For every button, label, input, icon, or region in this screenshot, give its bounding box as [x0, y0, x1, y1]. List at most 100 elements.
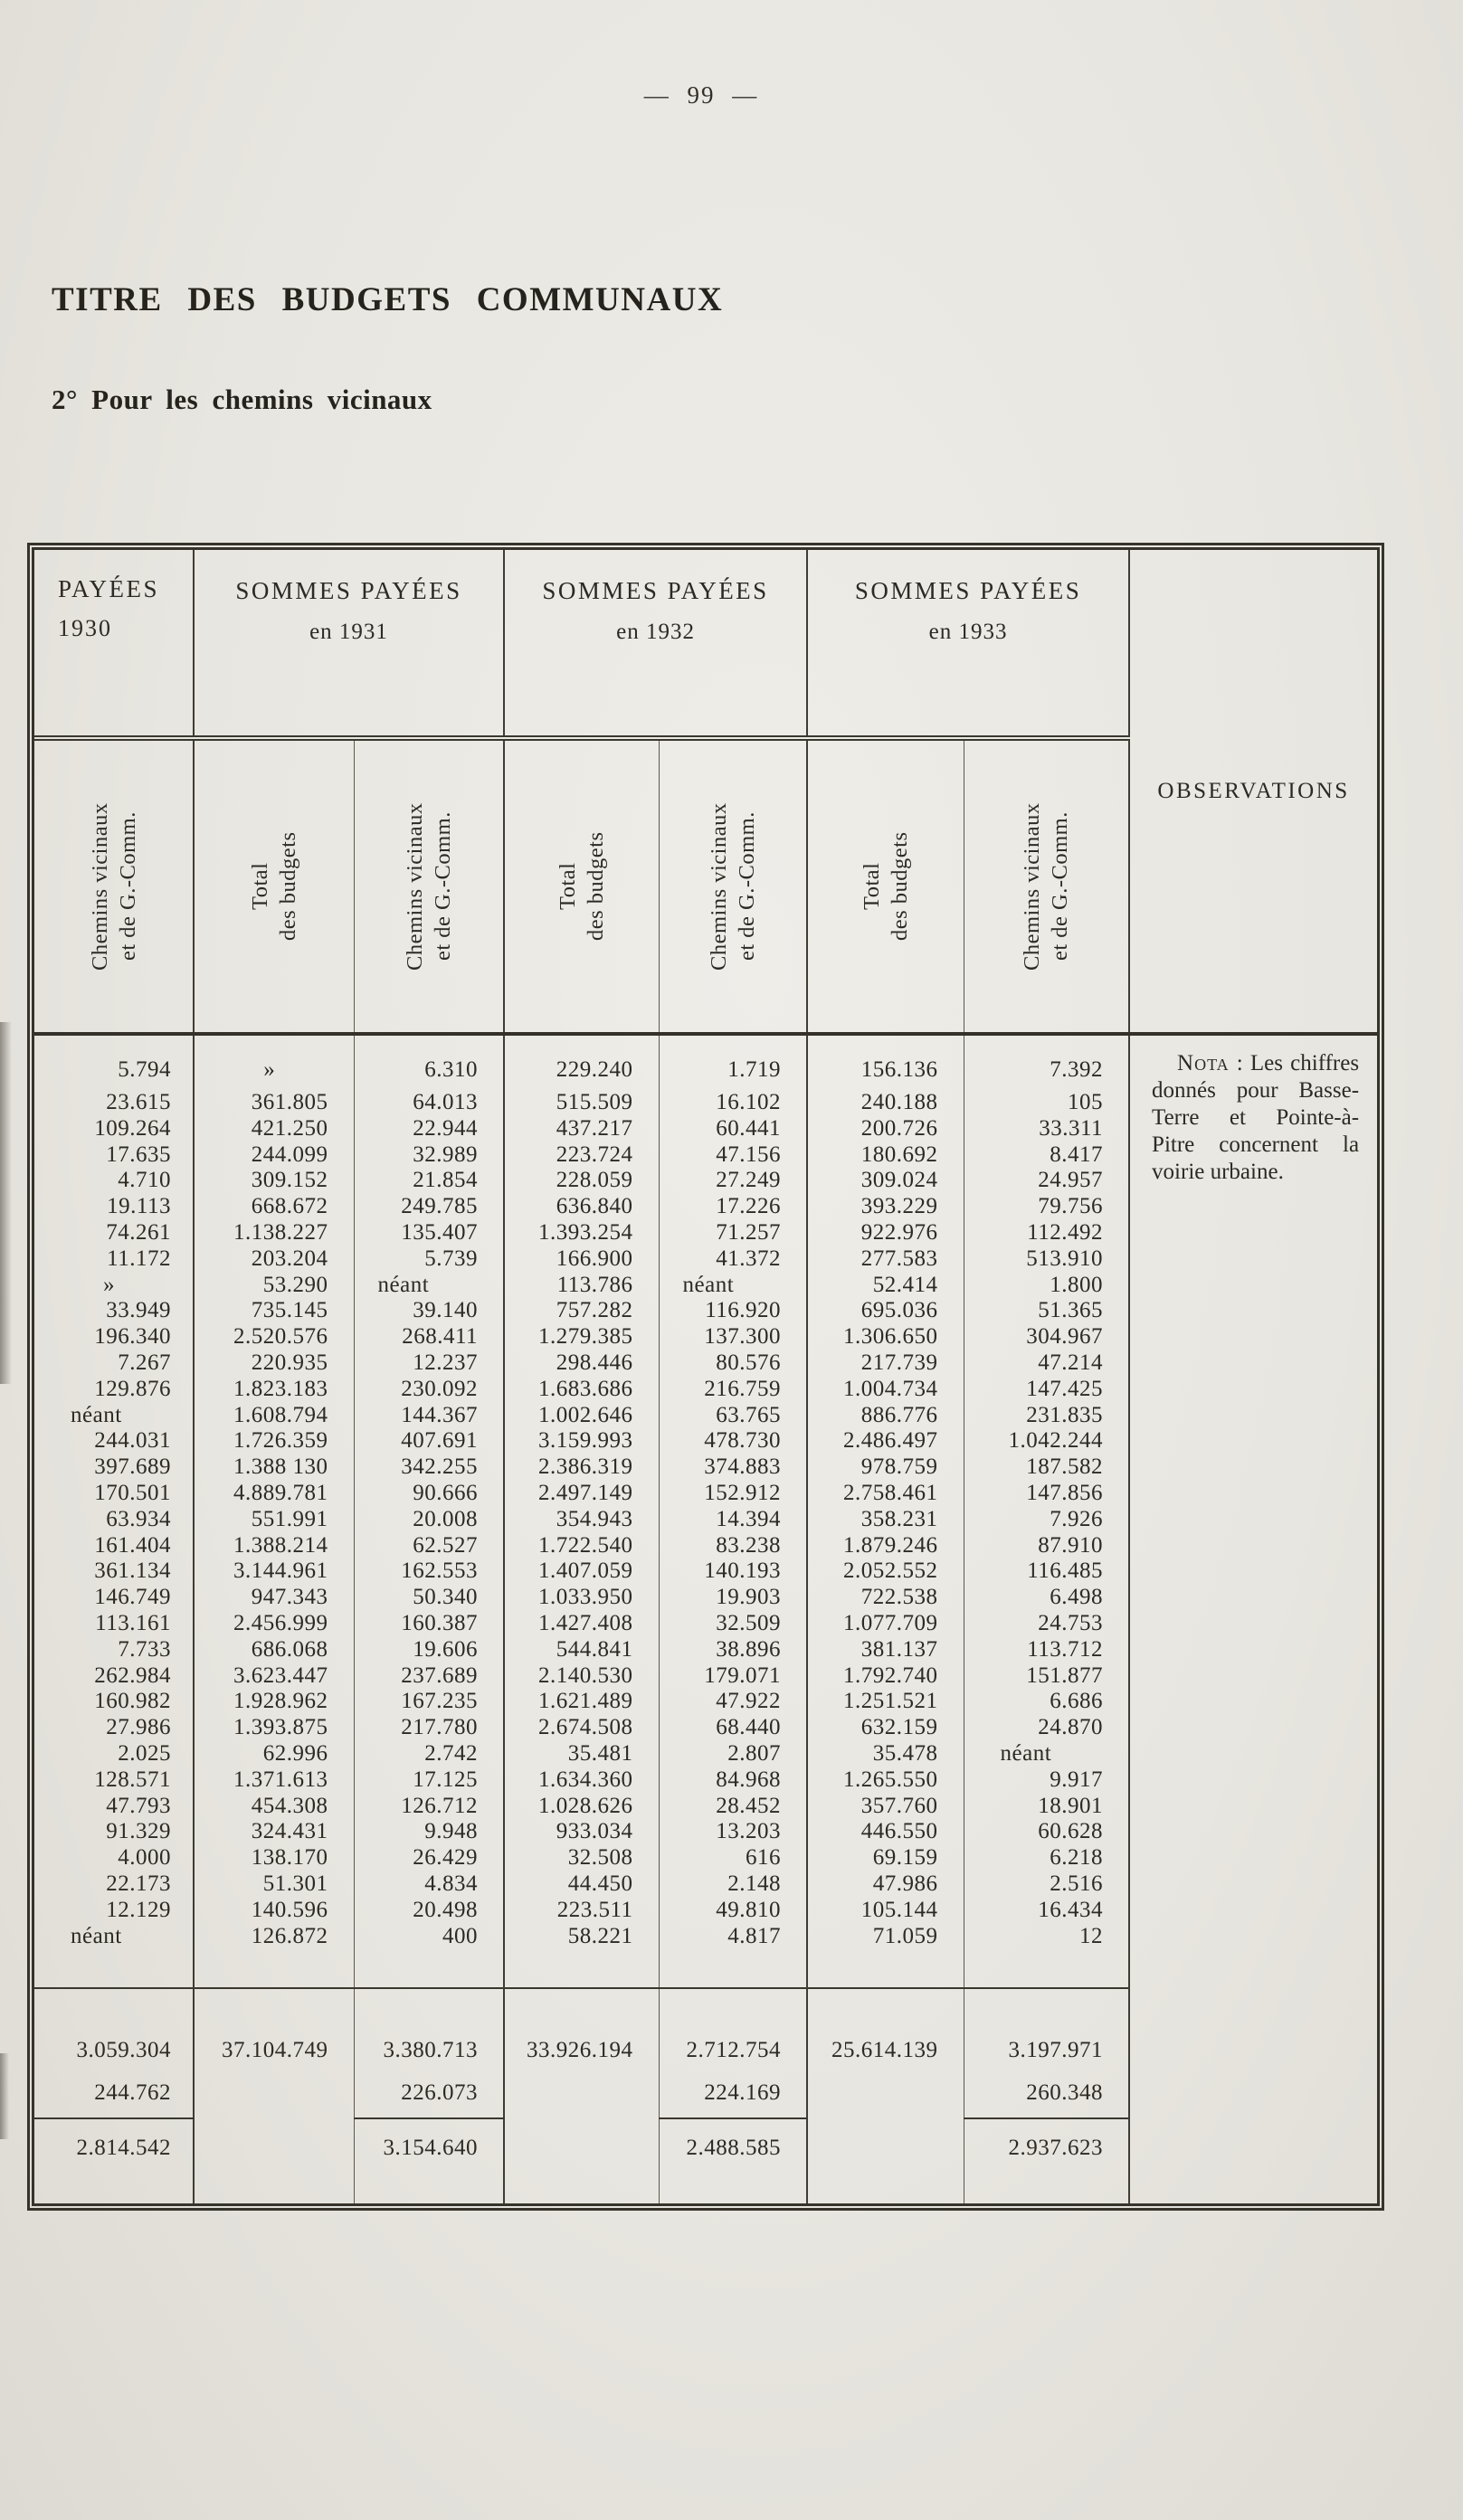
- cell-r33-c6: 105.144: [806, 1897, 964, 1924]
- table-row: 27.986 1.393.875 217.780 2.674.508 68.440 632…: [34, 1715, 1377, 1741]
- cell-r19-c5: 83.238: [658, 1532, 808, 1559]
- table-row: 397.689 1.388 130 342.255 2.386.319 374.883 9…: [34, 1454, 1377, 1481]
- cell-r14-c1: néant: [71, 1402, 122, 1427]
- cell-r2-c7: 105: [963, 1090, 1130, 1116]
- table-totals: 3.059.304 37.104.749 3.380.713 33.926.194 2.…: [34, 1987, 1378, 2203]
- table-row: 33.949 735.145 39.140 757.282 116.920 695.036…: [34, 1298, 1377, 1325]
- cell-r29-c3: 126.712: [353, 1793, 505, 1820]
- cell-r11-c4: 1.279.385: [503, 1324, 660, 1350]
- cell-r34-c5: 4.817: [658, 1923, 808, 1989]
- cell-r32-c5: 2.148: [658, 1871, 808, 1898]
- cell-r19-c3: 62.527: [353, 1532, 505, 1559]
- table-body: 5.794» 6.310 229.240 1.719 156.136 7.392 Nota …: [34, 1034, 1378, 1989]
- res-row: 2.814.542 3.154.640 2.488.585 2.937.623: [34, 2117, 1377, 2203]
- cell-r34-c1: néant: [71, 1923, 122, 1948]
- cell-r22-c6: 1.077.709: [806, 1610, 964, 1637]
- cell-r27-c5: 2.807: [658, 1740, 808, 1767]
- cell-r34-c7: 12: [963, 1923, 1130, 1989]
- cell-r20-c2: 3.144.961: [193, 1558, 354, 1586]
- cell-r7-c3: 135.407: [353, 1219, 505, 1246]
- cell-r4-c7: 8.417: [963, 1142, 1130, 1169]
- cell-r21-c7: 6.498: [963, 1585, 1130, 1611]
- cell-r15-c1: 244.031: [94, 1428, 171, 1454]
- cell-r20-c6: 2.052.552: [806, 1558, 964, 1586]
- subheader-total-1932: Total des budgets: [503, 738, 660, 1036]
- rotated-label: Chemins vicinaux et de G.-Comm.: [87, 802, 140, 971]
- ded-row: 244.762 226.073 224.169 260.348: [34, 2080, 1377, 2119]
- cell-r2-c4: 515.509: [503, 1090, 660, 1116]
- cell-r4-c6: 180.692: [806, 1142, 964, 1169]
- cell-r13-c3: 230.092: [353, 1376, 505, 1403]
- cell-r16-c1: 397.689: [94, 1454, 171, 1480]
- table-row: 262.984 3.623.447 237.689 2.140.530 179.071 1…: [34, 1663, 1377, 1690]
- cell-r29-c4: 1.028.626: [503, 1793, 660, 1820]
- total-sum-c7: 3.197.971: [963, 1987, 1130, 2081]
- table-row: 91.329 324.431 9.948 933.034 13.203 446.550 60…: [34, 1819, 1377, 1846]
- cell-r14-c5: 63.765: [658, 1402, 808, 1429]
- cell-r16-c7: 187.582: [963, 1454, 1130, 1481]
- cell-r9-c6: 52.414: [806, 1272, 964, 1299]
- cell-r7-c7: 112.492: [963, 1219, 1130, 1246]
- cell-r9-c5: néant: [658, 1272, 808, 1299]
- cell-r5-c5: 27.249: [658, 1168, 808, 1195]
- cell-r23-c2: 686.068: [193, 1636, 354, 1663]
- cell-r17-c7: 147.856: [963, 1480, 1130, 1507]
- cell-r24-c4: 2.140.530: [503, 1663, 660, 1690]
- cell-r25-c7: 6.686: [963, 1689, 1130, 1716]
- cell-r2-c2: 361.805: [193, 1090, 354, 1116]
- cell-r27-c6: 35.478: [806, 1740, 964, 1767]
- col-group-payees-1930: PAYÉES 1930: [34, 550, 194, 741]
- cell-r3-c6: 200.726: [806, 1115, 964, 1142]
- cell-r22-c1: 113.161: [95, 1610, 171, 1635]
- cell-r3-c2: 421.250: [193, 1115, 354, 1142]
- table-row: 161.404 1.388.214 62.527 1.722.540 83.238 1.8…: [34, 1532, 1377, 1559]
- cell-r11-c2: 2.520.576: [193, 1324, 354, 1350]
- cell-r12-c7: 47.214: [963, 1350, 1130, 1377]
- subheader-total-1931: Total des budgets: [193, 738, 354, 1036]
- cell-r1-c2: »: [193, 1034, 354, 1090]
- cell-r27-c1: 2.025: [118, 1740, 171, 1766]
- cell-r6-c1: 19.113: [107, 1194, 171, 1219]
- nota-line: Nota : Les chiffres: [1177, 1051, 1360, 1075]
- cell-r24-c3: 237.689: [353, 1663, 505, 1690]
- cell-r13-c1: 129.876: [94, 1376, 171, 1401]
- total-sum-c3: 3.380.713: [353, 1987, 505, 2081]
- cell-r24-c1: 262.984: [94, 1663, 171, 1688]
- cell-r29-c6: 357.760: [806, 1793, 964, 1820]
- cell-r26-c2: 1.393.875: [193, 1715, 354, 1741]
- page-number: — 99 —: [643, 81, 759, 109]
- totals-observations-cell: [1128, 1988, 1378, 2203]
- cell-r25-c1: 160.982: [94, 1689, 171, 1714]
- table-row: 196.340 2.520.576 268.411 1.279.385 137.300 1…: [34, 1324, 1377, 1350]
- table-row: 361.134 3.144.961 162.553 1.407.059 140.193 2…: [34, 1558, 1377, 1586]
- cell-r25-c4: 1.621.489: [503, 1689, 660, 1716]
- cell-r30-c5: 13.203: [658, 1819, 808, 1846]
- cell-r21-c5: 19.903: [658, 1585, 808, 1611]
- cell-r5-c2: 309.152: [193, 1168, 354, 1195]
- cell-r30-c3: 9.948: [353, 1819, 505, 1846]
- cell-r21-c3: 50.340: [353, 1585, 505, 1611]
- cell-r7-c4: 1.393.254: [503, 1219, 660, 1246]
- nota-text: Nota : Les chiffres donnés pour Basse- Ter…: [1152, 1050, 1359, 1186]
- cell-r10-c3: 39.140: [353, 1298, 505, 1325]
- cell-r31-c6: 69.159: [806, 1845, 964, 1871]
- cell-r22-c4: 1.427.408: [503, 1610, 660, 1637]
- cell-r25-c2: 1.928.962: [193, 1689, 354, 1716]
- cell-r17-c5: 152.912: [658, 1480, 808, 1507]
- group-header-row: PAYÉES 1930 SOMMES PAYÉES en 1931 SOMMES…: [34, 550, 1378, 1036]
- total-deduction-c6: [806, 2080, 964, 2118]
- cell-r11-c1: 196.340: [94, 1324, 171, 1350]
- cell-r6-c7: 79.756: [963, 1194, 1130, 1220]
- total-deduction-c5: 224.169: [658, 2080, 808, 2119]
- cell-r8-c2: 203.204: [193, 1246, 354, 1273]
- cell-r10-c2: 735.145: [193, 1298, 354, 1325]
- total-sum-c5: 2.712.754: [658, 1987, 808, 2081]
- table-row: 19.113 668.672 249.785 636.840 17.226 393.229…: [34, 1194, 1377, 1220]
- table-row: 146.749 947.343 50.340 1.033.950 19.903 722.5…: [34, 1585, 1377, 1611]
- cell-r8-c4: 166.900: [503, 1246, 660, 1273]
- cell-r9-c4: 113.786: [503, 1272, 660, 1299]
- nota-label: Nota: [1177, 1051, 1230, 1075]
- cell-r7-c5: 71.257: [658, 1219, 808, 1246]
- cell-r30-c2: 324.431: [193, 1819, 354, 1846]
- cell-r29-c1: 47.793: [106, 1793, 171, 1818]
